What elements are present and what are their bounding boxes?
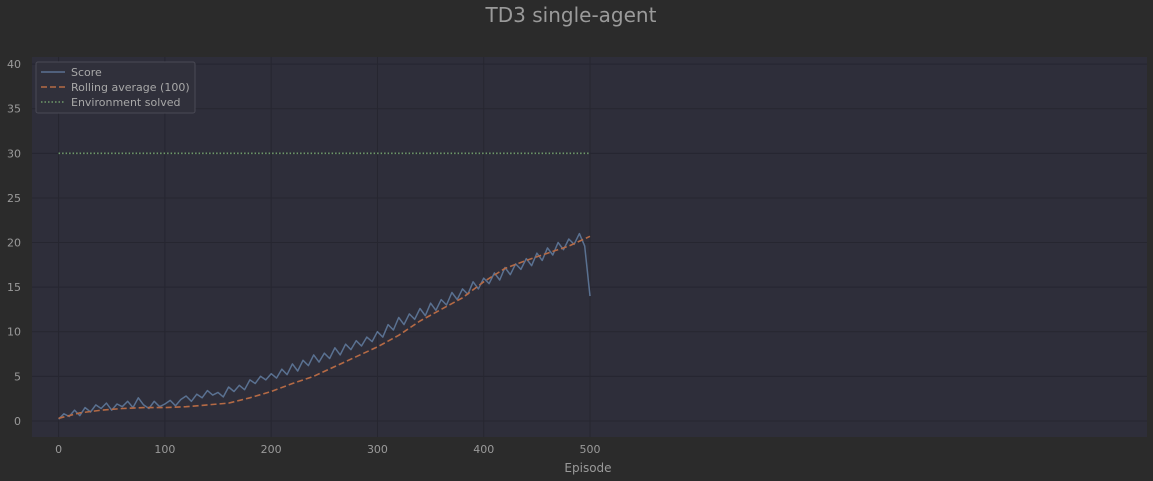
plot-area	[32, 57, 1147, 437]
x-tick-label: 400	[473, 443, 494, 456]
y-tick-label: 40	[7, 58, 21, 71]
legend: Score Rolling average (100) Environment so…	[35, 61, 196, 114]
y-tick-label: 30	[7, 147, 21, 160]
y-tick-label: 25	[7, 192, 21, 205]
y-tick-label: 10	[7, 326, 21, 339]
y-tick-label: 20	[7, 237, 21, 250]
x-axis-label: Episode	[564, 461, 611, 475]
x-tick-label: 0	[55, 443, 62, 456]
series-line-1	[58, 235, 591, 420]
y-tick-label: 0	[14, 415, 21, 428]
chart-title: TD3 single-agent	[485, 3, 657, 27]
x-tick-label: 500	[580, 443, 601, 456]
grid	[32, 57, 1147, 437]
y-tick-label: 35	[7, 103, 21, 116]
x-axis: 0 100 200 300 400 500	[55, 443, 600, 456]
x-tick-label: 200	[261, 443, 282, 456]
legend-label-1: Rolling average (100)	[71, 81, 190, 94]
legend-label-2: Environment solved	[71, 96, 181, 109]
legend-label-0: Score	[71, 66, 102, 79]
y-tick-label: 5	[14, 370, 21, 383]
y-axis: 0 5 10 15 20 25 30 35 40	[7, 58, 21, 428]
series-lines	[58, 152, 591, 420]
y-tick-label: 15	[7, 281, 21, 294]
series-line-0	[58, 232, 591, 420]
x-tick-label: 300	[367, 443, 388, 456]
legend-box	[35, 61, 196, 114]
x-tick-label: 100	[154, 443, 175, 456]
